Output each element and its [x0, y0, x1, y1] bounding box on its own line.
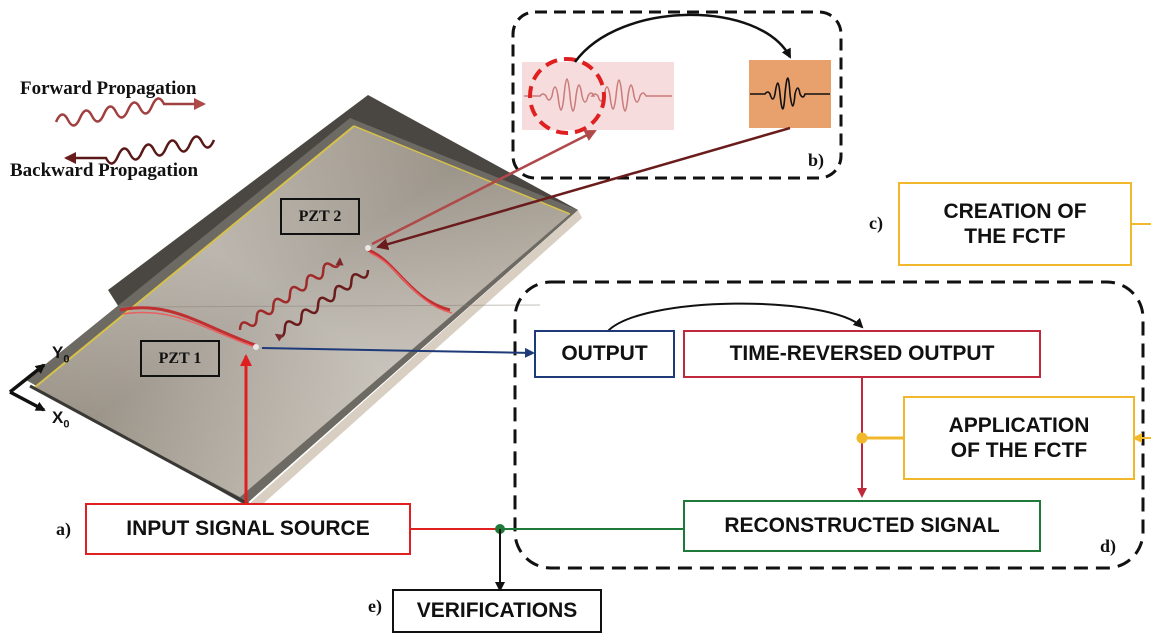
application-junction-dot — [856, 432, 868, 444]
coordinate-axes-icon — [8, 363, 46, 412]
pzt1-sensor-dot — [253, 344, 259, 350]
application-line-2: OF THE FCTF — [950, 439, 1088, 462]
pzt2-label: PZT 2 — [280, 198, 360, 235]
aluminum-plate — [26, 95, 582, 512]
plate-forward-wave — [238, 257, 344, 331]
axis-x-subscript: 0 — [63, 418, 70, 431]
legend-forward-wave-icon — [54, 97, 206, 127]
verifications-box: VERIFICATIONS — [392, 589, 602, 633]
plate-backward-wave — [274, 269, 370, 342]
legend-backward-wave-icon — [64, 135, 216, 165]
axis-y-letter: Y — [52, 343, 64, 362]
panel-d-label: d) — [1100, 536, 1117, 556]
reconstructed-signal-box: RECONSTRUCTED SIGNAL — [683, 500, 1041, 552]
sensor-cables — [119, 248, 453, 348]
extracted-waveform-image — [749, 60, 831, 128]
axis-y-label: Y0 — [52, 343, 69, 365]
input-signal-source-box: INPUT SIGNAL SOURCE — [85, 503, 411, 555]
pzt1-label: PZT 1 — [140, 340, 220, 377]
panel-b-frame — [511, 10, 843, 180]
panel-d-frame — [513, 280, 1145, 570]
panel-b-arc-arrow — [573, 13, 792, 63]
time-reversed-output-box: TIME-REVERSED OUTPUT — [683, 330, 1041, 378]
waveform-to-pzt2-arrow — [376, 126, 791, 250]
axis-x-label: X0 — [52, 408, 69, 430]
application-line-1: APPLICATION — [948, 413, 1090, 437]
panel-a-label: a) — [56, 519, 71, 539]
backward-propagation-label: Backward Propagation — [10, 160, 199, 181]
creation-line-1: CREATION OF — [943, 199, 1087, 223]
pzt1-to-output-arrow — [261, 347, 535, 358]
panel-e-label: e) — [368, 596, 382, 616]
pzt2-sensor-dot — [365, 245, 371, 251]
output-to-time-reversed-arrow — [606, 302, 864, 333]
measured-waveform-image — [522, 57, 674, 135]
panel-c-label: c) — [869, 213, 883, 233]
creation-line-2: THE FCTF — [964, 225, 1066, 248]
creation-of-fctf-box: CREATION OF THE FCTF — [898, 182, 1132, 266]
axis-x-letter: X — [52, 408, 64, 427]
output-box: OUTPUT — [534, 330, 675, 378]
forward-propagation-label: Forward Propagation — [20, 78, 197, 99]
axis-y-subscript: 0 — [63, 353, 70, 366]
panel-b-label: b) — [808, 150, 825, 170]
application-of-fctf-box: APPLICATION OF THE FCTF — [903, 396, 1135, 480]
pzt2-to-waveform-arrow — [371, 129, 597, 246]
